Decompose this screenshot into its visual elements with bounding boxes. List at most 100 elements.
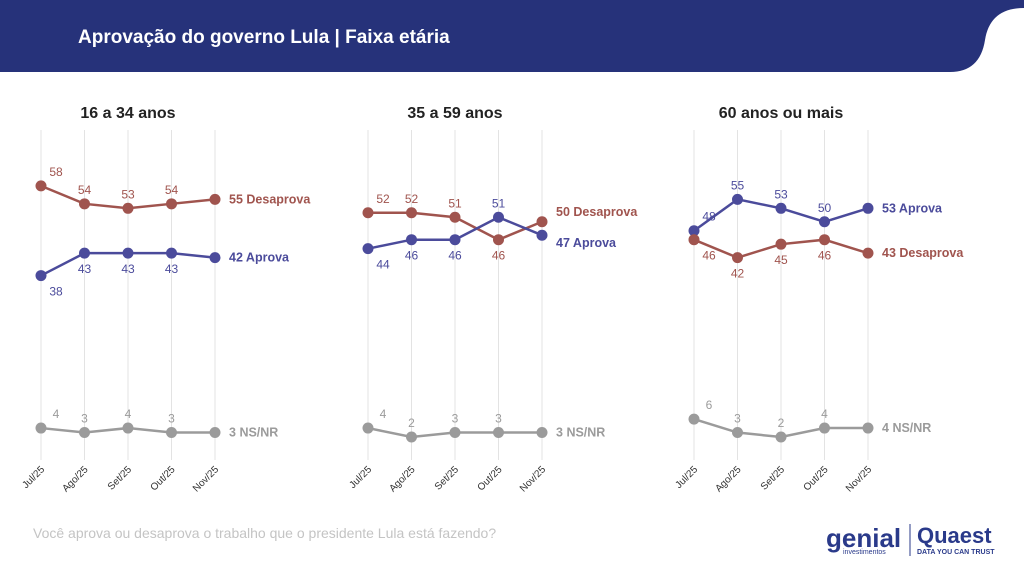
series-name: NS/NR bbox=[239, 426, 278, 440]
data-label: 55 bbox=[731, 178, 745, 192]
series-name: Aprova bbox=[246, 251, 290, 265]
series-name: NS/NR bbox=[566, 426, 605, 440]
data-label: 46 bbox=[405, 249, 419, 263]
point bbox=[819, 216, 830, 228]
series-name: NS/NR bbox=[892, 421, 931, 435]
end-value: 42 bbox=[229, 251, 243, 265]
data-label: 51 bbox=[492, 196, 506, 210]
data-label: 4 bbox=[53, 407, 60, 421]
point bbox=[536, 229, 548, 241]
panel-title: 16 a 34 anos bbox=[80, 105, 175, 122]
panel-title: 35 a 59 anos bbox=[407, 105, 502, 122]
x-tick-label: Nov/25 bbox=[191, 464, 221, 494]
data-label: 3 bbox=[452, 412, 459, 426]
point bbox=[166, 247, 177, 259]
data-label: 3 bbox=[81, 412, 88, 426]
x-tick-label: Set/25 bbox=[759, 464, 788, 493]
header-band bbox=[0, 0, 1024, 72]
point bbox=[122, 202, 134, 214]
x-tick-label: Jul/25 bbox=[347, 464, 374, 491]
x-tick-label: Ago/25 bbox=[713, 464, 743, 494]
data-label: 43 bbox=[165, 262, 179, 276]
data-label: 54 bbox=[165, 183, 179, 197]
data-label: 3 bbox=[168, 412, 175, 426]
end-label: 42 Aprova bbox=[229, 251, 290, 265]
data-label: 4 bbox=[821, 407, 828, 421]
point bbox=[819, 234, 830, 246]
data-label: 53 bbox=[121, 187, 135, 201]
x-tick-label: Nov/25 bbox=[844, 464, 874, 494]
x-tick-label: Jul/25 bbox=[673, 464, 700, 491]
data-label: 44 bbox=[376, 258, 390, 272]
end-label: 55 Desaprova bbox=[229, 192, 311, 206]
data-label: 52 bbox=[376, 192, 390, 206]
data-label: 43 bbox=[78, 262, 92, 276]
end-value: 4 bbox=[882, 421, 889, 435]
logo-quaest: Quaest bbox=[917, 523, 992, 548]
point bbox=[732, 252, 743, 264]
point bbox=[362, 422, 374, 434]
data-label: 51 bbox=[448, 196, 462, 210]
data-label: 4 bbox=[380, 407, 387, 421]
point bbox=[209, 252, 221, 264]
data-label: 38 bbox=[49, 285, 63, 299]
end-value: 53 bbox=[882, 201, 896, 215]
point bbox=[775, 431, 787, 443]
x-tick-label: Jul/25 bbox=[20, 464, 47, 491]
data-label: 2 bbox=[778, 416, 785, 430]
point bbox=[819, 422, 830, 434]
data-label: 43 bbox=[121, 262, 135, 276]
series-name: Aprova bbox=[573, 236, 617, 250]
point bbox=[35, 270, 47, 282]
point bbox=[79, 198, 90, 210]
data-label: 3 bbox=[495, 412, 502, 426]
point bbox=[536, 216, 548, 228]
data-label: 52 bbox=[405, 192, 419, 206]
point bbox=[362, 243, 374, 255]
point bbox=[209, 193, 221, 205]
data-label: 46 bbox=[448, 249, 462, 263]
point bbox=[166, 427, 177, 439]
end-value: 3 bbox=[229, 426, 236, 440]
point bbox=[449, 211, 461, 223]
end-label: 4 NS/NR bbox=[882, 421, 931, 435]
point bbox=[79, 427, 90, 439]
x-tick-label: Out/25 bbox=[802, 464, 831, 493]
x-tick-label: Out/25 bbox=[149, 464, 178, 493]
x-tick-label: Ago/25 bbox=[387, 464, 417, 494]
point bbox=[449, 234, 461, 246]
point bbox=[79, 247, 90, 259]
point bbox=[122, 247, 134, 259]
series-name: Aprova bbox=[899, 201, 943, 215]
end-value: 3 bbox=[556, 426, 563, 440]
point bbox=[362, 207, 374, 219]
series-name: Desaprova bbox=[899, 246, 964, 260]
point bbox=[449, 427, 461, 439]
x-tick-label: Ago/25 bbox=[60, 464, 90, 494]
end-value: 43 bbox=[882, 246, 896, 260]
point bbox=[122, 422, 134, 434]
data-label: 3 bbox=[734, 412, 741, 426]
point bbox=[209, 427, 221, 439]
x-tick-label: Set/25 bbox=[106, 464, 135, 493]
data-label: 46 bbox=[702, 249, 716, 263]
data-label: 46 bbox=[818, 249, 832, 263]
data-label: 58 bbox=[49, 165, 63, 179]
data-label: 45 bbox=[774, 253, 788, 267]
point bbox=[536, 427, 548, 439]
end-value: 50 bbox=[556, 205, 570, 219]
point bbox=[406, 431, 417, 443]
end-value: 47 bbox=[556, 236, 570, 250]
point bbox=[688, 413, 700, 425]
point bbox=[732, 193, 743, 205]
logo-quaest-sub: DATA YOU CAN TRUST bbox=[917, 549, 995, 556]
series-name: Desaprova bbox=[573, 205, 638, 219]
logo-genial-sub: investimentos bbox=[843, 549, 886, 556]
point bbox=[406, 207, 417, 219]
x-tick-label: Out/25 bbox=[476, 464, 505, 493]
logo-genial: genial bbox=[826, 523, 901, 553]
footer-question: Você aprova ou desaprova o trabalho que … bbox=[33, 525, 496, 541]
point bbox=[862, 422, 874, 434]
